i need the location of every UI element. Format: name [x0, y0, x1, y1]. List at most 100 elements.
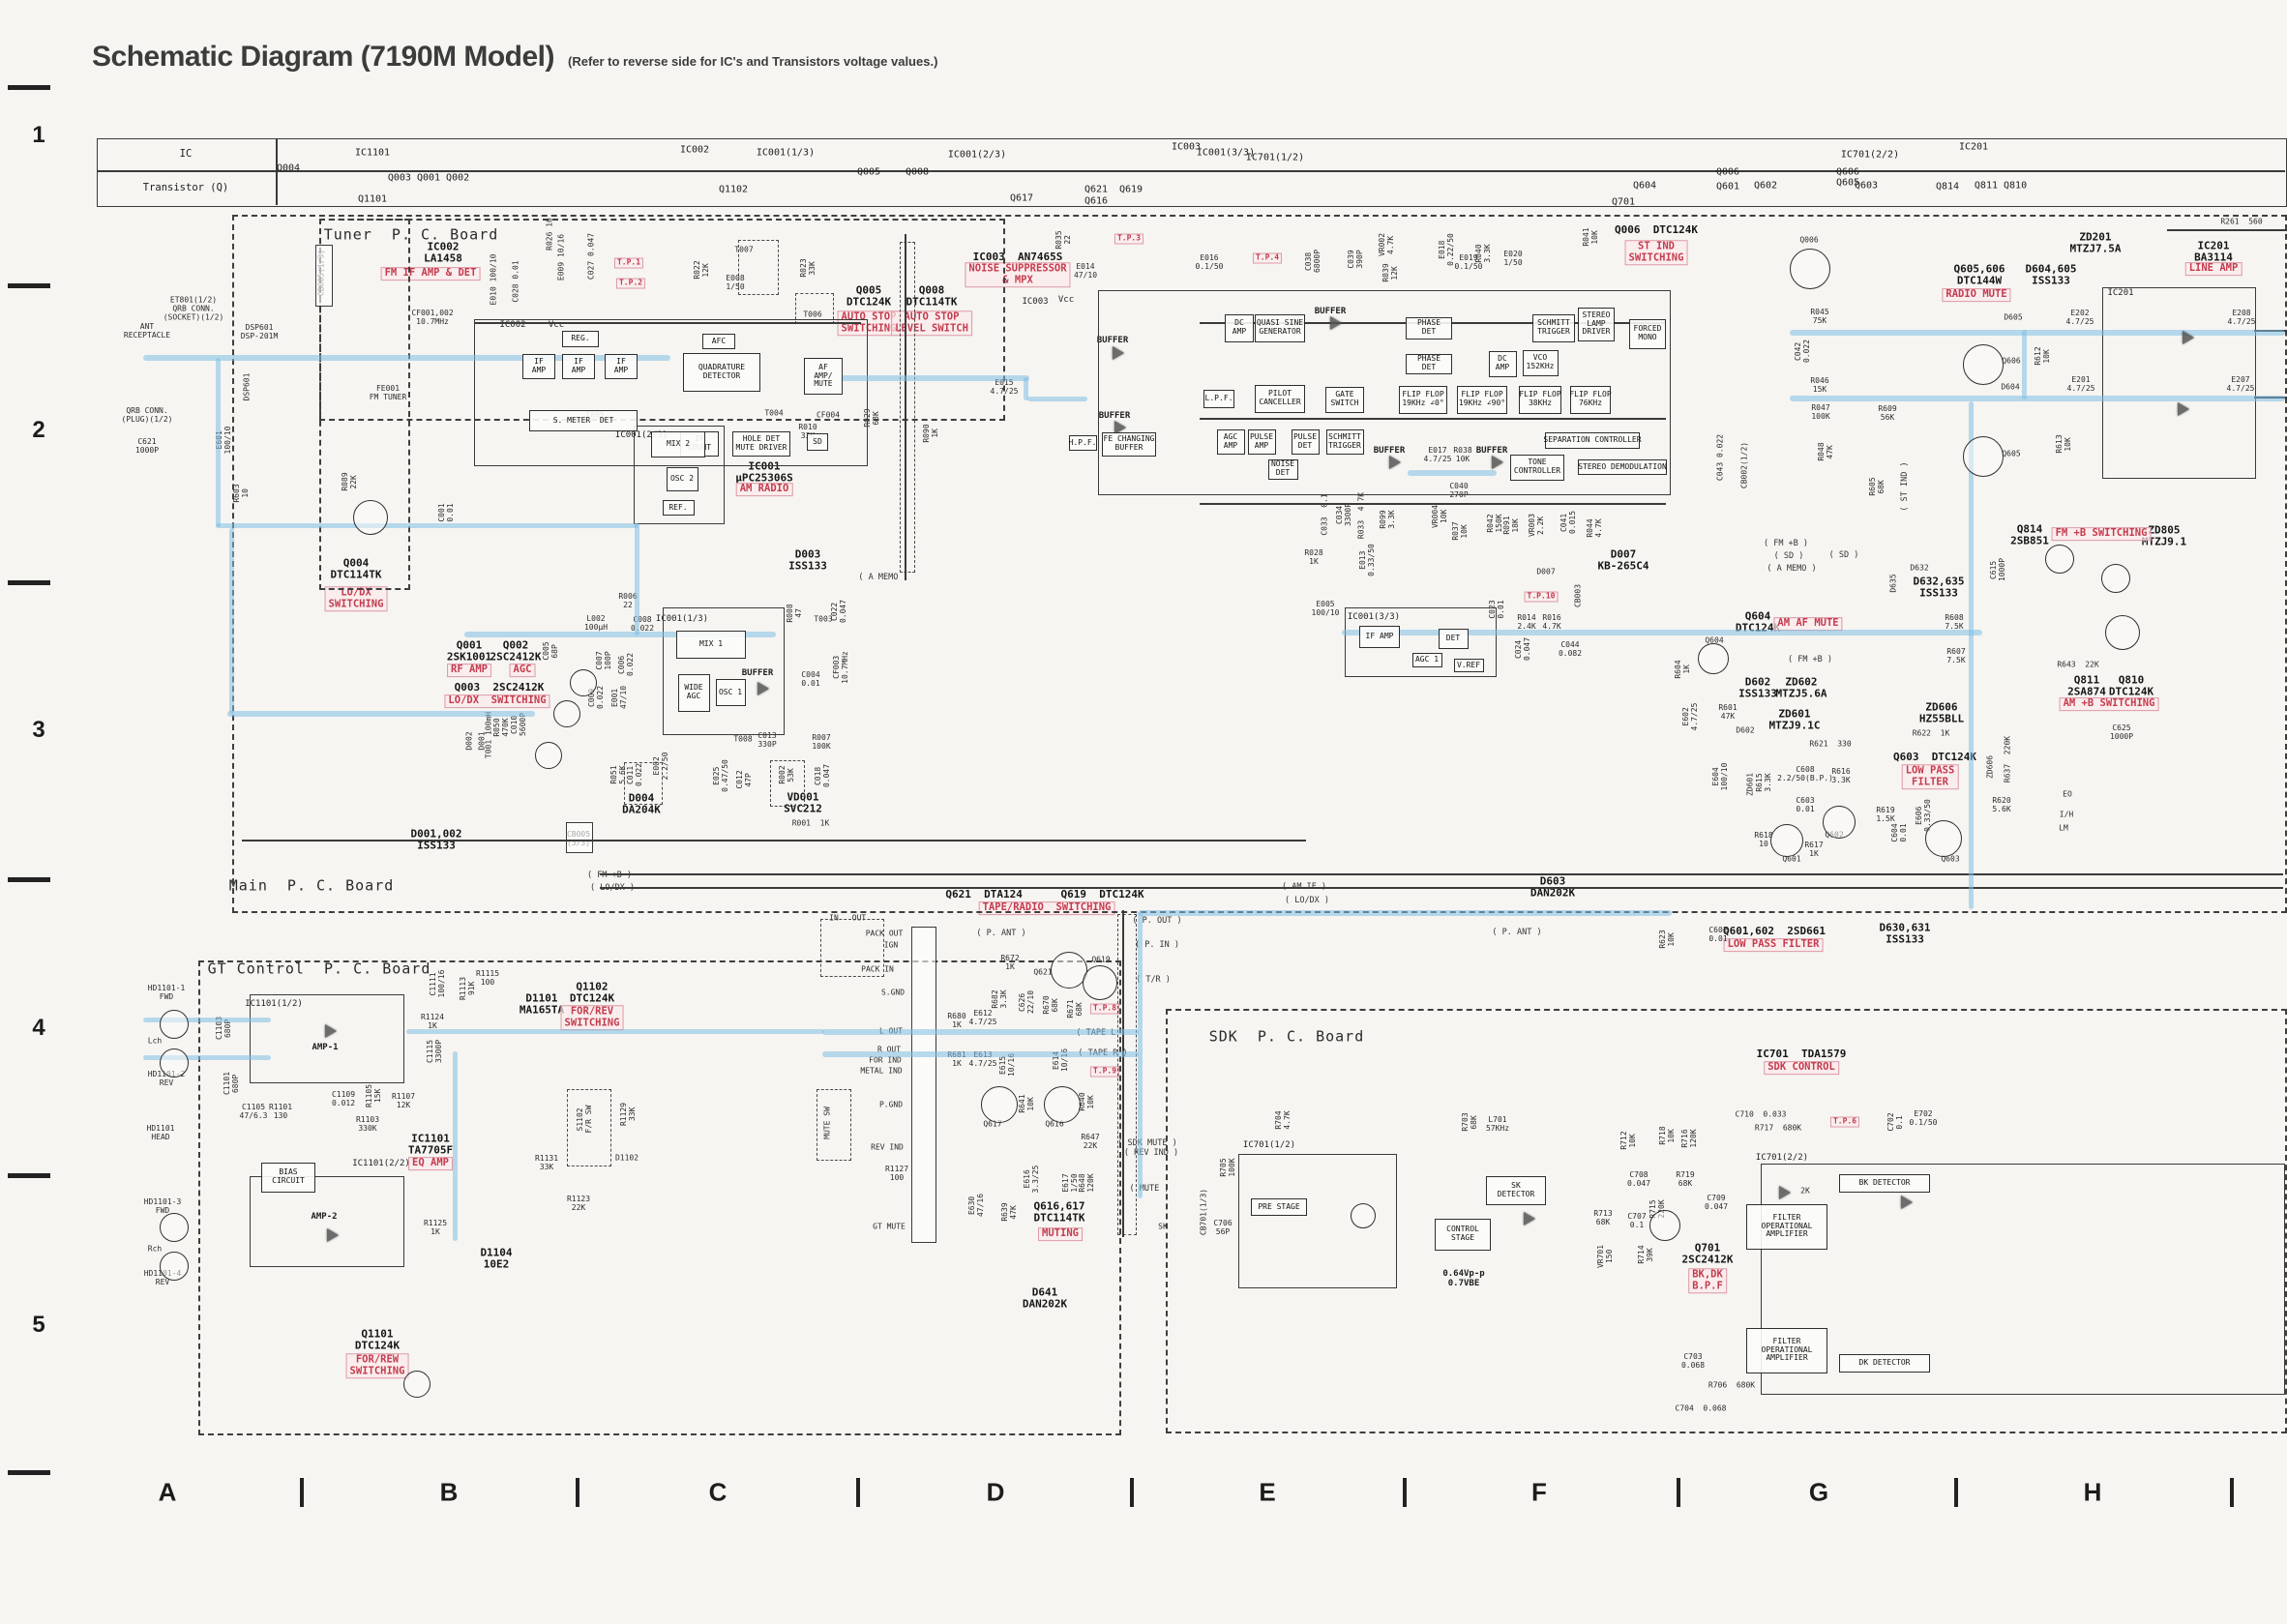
part-value-label: HD1101 HEAD [146, 1124, 175, 1141]
function-block: TONE CONTROLLER [1510, 454, 1564, 481]
table-q-item: Q008 [905, 166, 930, 178]
part-value-label: L701 57KHz [1485, 1115, 1510, 1133]
grid-row-tick [8, 1173, 50, 1178]
highlighted-signal-trace [143, 1055, 271, 1060]
highlighted-signal-trace [216, 358, 221, 527]
part-value-label: R1125 1K [423, 1219, 448, 1236]
table-q-item: Q811 Q810 [1974, 180, 2028, 192]
function-block: STEREO LAMP DRIVER [1578, 307, 1615, 341]
transistor-circle [535, 742, 562, 769]
function-block: AGC AMP [1216, 429, 1245, 455]
function-block: SD [807, 433, 828, 451]
part-value-label: C044 0.082 [1558, 640, 1583, 658]
part-value-label: E208 4.7/25 [2227, 309, 2256, 326]
highlighted-signal-trace [229, 528, 234, 714]
ic-block-outline [1345, 607, 1497, 677]
part-value-label: HD1101-1 FWD [147, 984, 186, 1001]
highlighted-signal-trace [227, 711, 535, 717]
grid-row-tick [8, 877, 50, 882]
part-value-label: D602 [1736, 725, 1755, 735]
part-value-label: C710 0.033 [1735, 1109, 1787, 1119]
component-ref-label: D641 DAN202K [1022, 1285, 1068, 1311]
signal-tag: ( SD ) [1773, 551, 1804, 562]
component-ref-label: Q001 2SK1001 [446, 638, 492, 664]
part-value-label: PACK OUT [865, 929, 904, 938]
part-value-label: R713 68K [1593, 1209, 1613, 1226]
part-value-label: IN [829, 913, 839, 923]
part-value-label: R1115 100 [475, 969, 500, 987]
component-ref-label: D1104 10E2 [480, 1246, 513, 1271]
red-function-annotation: ST IND SWITCHING [1624, 240, 1688, 265]
signal-tag: ( P. ANT ) [976, 929, 1026, 939]
component-ref-label: Q621 DTA124 Q619 DTC124K [945, 887, 1144, 901]
table-q-item: Q606 [1835, 166, 1860, 178]
part-value-label: R261 560 [2220, 217, 2263, 226]
part-value-label: R1124 1K [420, 1013, 445, 1030]
function-block: IF AMP [522, 354, 555, 379]
function-block: REF. [662, 500, 695, 516]
grid-row-tick [8, 85, 50, 90]
wire-line [1200, 418, 1666, 420]
part-value-label: R616 3.3K [1831, 767, 1851, 784]
part-value-label: R609 56K [1878, 404, 1897, 422]
part-value-label: IGN [883, 940, 899, 950]
part-value-label: FE001 FM TUNER [369, 384, 407, 401]
signal-tag: ( FM +B ) [1763, 539, 1809, 549]
part-value-label: R717 680K [1754, 1123, 1802, 1133]
function-block: FLIP FLOP 19KHz ∠90° [1457, 385, 1507, 414]
function-block: WIDE AGC [677, 673, 710, 712]
part-value-label: D1102 [614, 1153, 639, 1163]
part-value-label: 2K [1800, 1186, 1810, 1196]
function-block: L.P.F. [1203, 389, 1234, 408]
part-value-label: D604 [2001, 382, 2020, 392]
part-value-label: R016 4.7K [1542, 613, 1561, 631]
part-value-label: Q621 [1033, 967, 1053, 977]
part-value-label: D632 [1910, 563, 1929, 573]
amplifier-triangle [2178, 402, 2189, 416]
test-point-label: T.P.9 [1089, 1066, 1120, 1078]
part-value-label: C621 1000P [134, 437, 160, 455]
part-value-label: E702 0.1/50 [1909, 1109, 1938, 1127]
function-block: IF AMP [562, 354, 595, 379]
red-function-annotation: SDK CONTROL [1764, 1061, 1839, 1075]
dashed-component-box [795, 293, 834, 324]
part-value-label: D007 [1536, 567, 1556, 576]
part-value-label: QRB CONN. (PLUG)(1/2) [121, 406, 173, 424]
part-value-label: Q603 [1941, 854, 1960, 864]
part-value-label: R007 100K [812, 733, 831, 751]
transistor-circle [981, 1086, 1018, 1123]
text-label: BUFFER [1475, 445, 1508, 456]
signal-tag: ( LO/DX ) [1284, 896, 1330, 906]
table-q-row-label: Transistor (Q) [142, 182, 229, 193]
component-ref-label: ZD805 MTZJ9.1 [2141, 523, 2187, 548]
red-function-annotation: EQ AMP [408, 1157, 453, 1170]
grid-col-tick [1677, 1478, 1680, 1507]
table-ic-item: IC201 [1958, 141, 1989, 153]
table-q-item: Q1102 [718, 184, 749, 195]
table-q-item: Q003 Q001 Q002 [387, 172, 470, 184]
function-block: MIX 1 [676, 630, 746, 659]
part-value-label: E008 1/50 [726, 274, 745, 291]
highlighted-signal-trace [2022, 330, 2027, 399]
function-block: FLIP FLOP 38KHz [1519, 385, 1561, 414]
grid-col-tick [1954, 1478, 1958, 1507]
component-ref-label: ZD601 MTZJ9.1C [1768, 707, 1821, 732]
part-value-label: C1109 0.012 [331, 1090, 356, 1107]
part-value-label: E014 47/10 [1073, 262, 1098, 280]
function-block: PULSE AMP [1247, 429, 1276, 455]
text-label: BUFFER [741, 667, 774, 678]
part-value-label: C603 0.01 [1796, 796, 1815, 813]
transistor-circle [160, 1213, 189, 1242]
transistor-circle [160, 1048, 189, 1078]
grid-row-label: 4 [32, 1015, 45, 1041]
component-ref-label: Q008 DTC114TK [906, 283, 958, 309]
part-value-label: E020 1/50 [1503, 250, 1523, 267]
highlighted-signal-trace [143, 355, 670, 361]
function-block: OSC 2 [666, 466, 698, 491]
table-column-divider [276, 138, 278, 205]
table-q-item: Q621 [1084, 184, 1109, 195]
dashed-component-box [567, 1089, 611, 1166]
table-ic-row-label: IC [179, 148, 193, 160]
red-function-annotation: LO/DX SWITCHING [324, 586, 388, 611]
part-value-label: CF004 [816, 410, 841, 420]
